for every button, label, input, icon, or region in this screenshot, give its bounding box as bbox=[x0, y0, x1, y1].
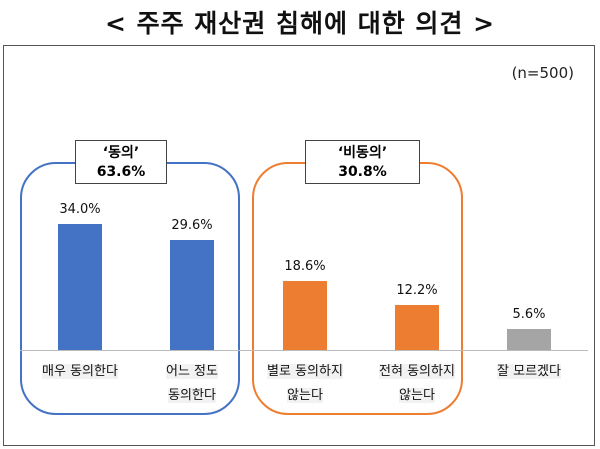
category-label-line: 않는다 bbox=[399, 388, 435, 403]
category-label: 잘 모르겠다 bbox=[484, 360, 574, 384]
sample-size-note: (n=500) bbox=[511, 64, 574, 82]
data-label: 5.6% bbox=[512, 307, 546, 323]
group-label: ‘비동의’ bbox=[337, 145, 388, 161]
category-label-line: 않는다 bbox=[287, 388, 323, 403]
group-label: ‘동의’ bbox=[102, 145, 140, 161]
bar bbox=[58, 224, 102, 350]
category-label-line: 잘 모르겠다 bbox=[497, 364, 561, 379]
bar bbox=[507, 329, 551, 350]
group-label-box: ‘동의’ 63.6% bbox=[75, 140, 167, 184]
group-total: 30.8% bbox=[338, 164, 387, 180]
category-label-line: 매우 동의한다 bbox=[42, 364, 118, 379]
group-label-box: ‘비동의’ 30.8% bbox=[305, 140, 420, 184]
data-label: 29.6% bbox=[171, 218, 213, 234]
category-label-line: 별로 동의하지 bbox=[267, 364, 343, 379]
bar bbox=[283, 281, 327, 350]
category-label-line: 전혀 동의하지 bbox=[379, 364, 455, 379]
data-label: 34.0% bbox=[59, 202, 101, 218]
chart-title: < 주주 재산권 침해에 대한 의견 > bbox=[104, 9, 496, 38]
group-total: 63.6% bbox=[96, 164, 146, 180]
category-label: 매우 동의한다 bbox=[35, 360, 125, 384]
chart-frame bbox=[3, 45, 595, 446]
x-axis-line bbox=[20, 350, 588, 351]
bar bbox=[395, 304, 439, 350]
data-label: 18.6% bbox=[284, 259, 326, 275]
category-label-line: 어느 정도 bbox=[166, 364, 218, 379]
bar bbox=[170, 240, 214, 350]
category-label-line: 동의한다 bbox=[168, 388, 216, 403]
data-label: 12.2% bbox=[396, 282, 438, 298]
